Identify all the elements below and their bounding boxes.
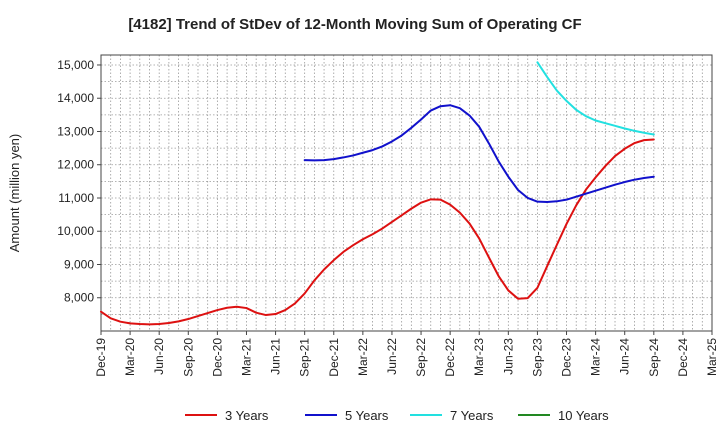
y-axis: 8,000 9,000 10,000 11,000 12,000 13,000 14,000… <box>57 58 101 305</box>
x-tick-label: Sep-22 <box>414 338 428 377</box>
x-tick-label: Dec-20 <box>210 338 224 377</box>
series-line-5-years <box>303 104 655 203</box>
series-group <box>100 61 655 326</box>
series-line-3-years <box>100 138 655 326</box>
x-axis: Dec-19 Mar-20 Jun-20 Sep-20 Dec-20 Mar-21 Jun-… <box>94 331 719 377</box>
x-tick-label: Jun-21 <box>269 338 283 375</box>
y-tick-label: 15,000 <box>57 58 94 72</box>
y-tick-label: 12,000 <box>57 158 94 172</box>
series-line-7-years <box>536 61 655 136</box>
x-tick-label: Mar-21 <box>239 338 253 376</box>
x-tick-label: Dec-22 <box>443 338 457 377</box>
x-tick-label: Mar-20 <box>123 338 137 376</box>
legend-label: 7 Years <box>450 408 494 423</box>
x-tick-label: Sep-24 <box>647 338 661 377</box>
plot-area <box>100 54 713 332</box>
y-tick-label: 11,000 <box>58 191 94 205</box>
legend-label: 5 Years <box>345 408 389 423</box>
y-tick-label: 14,000 <box>57 91 94 105</box>
x-tick-label: Sep-21 <box>298 338 312 377</box>
y-axis-label: Amount (million yen) <box>7 134 22 253</box>
x-tick-label: Jun-23 <box>501 338 515 375</box>
x-tick-label: Dec-23 <box>560 338 574 377</box>
x-tick-label: Sep-20 <box>181 338 195 377</box>
y-tick-label: 10,000 <box>57 224 94 238</box>
x-tick-label: Sep-23 <box>530 338 544 377</box>
y-tick-label: 13,000 <box>57 124 94 138</box>
x-tick-label: Mar-23 <box>472 338 486 376</box>
x-tick-label: Mar-25 <box>705 338 719 376</box>
x-tick-label: Jun-24 <box>618 338 632 375</box>
chart-title: [4182] Trend of StDev of 12-Month Moving… <box>128 16 581 33</box>
x-tick-label: Mar-22 <box>356 338 370 376</box>
x-tick-label: Jun-22 <box>385 338 399 375</box>
y-tick-label: 8,000 <box>64 291 94 305</box>
x-tick-label: Dec-21 <box>327 338 341 377</box>
x-tick-label: Dec-24 <box>676 338 690 377</box>
x-tick-label: Mar-24 <box>589 338 603 376</box>
x-tick-label: Jun-20 <box>152 338 166 375</box>
y-tick-label: 9,000 <box>64 257 94 271</box>
grid <box>101 55 712 331</box>
legend: 3 Years 5 Years 7 Years 10 Years <box>185 408 609 423</box>
legend-label: 3 Years <box>225 408 269 423</box>
legend-label: 10 Years <box>558 408 609 423</box>
x-tick-label: Dec-19 <box>94 338 108 377</box>
